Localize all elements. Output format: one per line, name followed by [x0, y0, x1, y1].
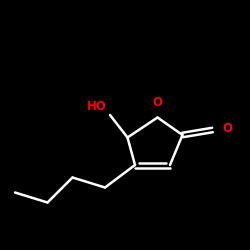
Text: O: O: [152, 96, 162, 109]
Text: HO: HO: [86, 100, 106, 112]
Text: O: O: [222, 122, 232, 135]
